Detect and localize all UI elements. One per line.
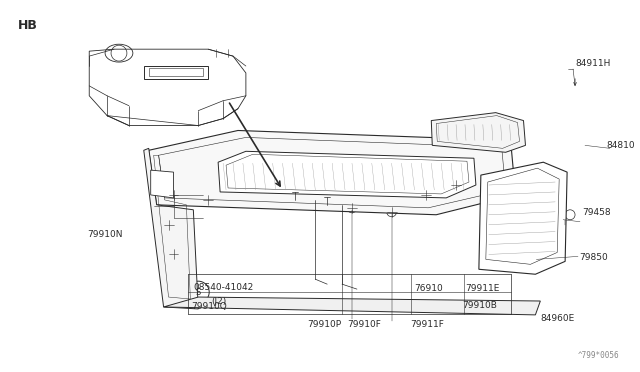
Circle shape (529, 265, 536, 273)
Text: 08540-41042: 08540-41042 (193, 283, 253, 292)
Text: 79910B: 79910B (462, 301, 497, 311)
Text: 84810: 84810 (607, 141, 636, 150)
Circle shape (168, 190, 179, 200)
Circle shape (347, 203, 357, 213)
Polygon shape (144, 148, 198, 309)
Text: 79911E: 79911E (465, 283, 499, 293)
Polygon shape (479, 162, 567, 274)
Text: 79458: 79458 (582, 208, 611, 217)
Text: ^799*0056: ^799*0056 (578, 352, 620, 360)
Text: (J2): (J2) (211, 296, 227, 305)
Polygon shape (431, 113, 525, 152)
Text: 79910Q: 79910Q (191, 302, 227, 311)
Circle shape (204, 195, 213, 205)
Circle shape (324, 201, 331, 208)
Circle shape (565, 210, 575, 220)
Circle shape (451, 180, 461, 190)
Text: 79910N: 79910N (87, 230, 123, 239)
Text: 79911F: 79911F (410, 320, 444, 329)
Circle shape (111, 45, 127, 61)
Polygon shape (218, 151, 476, 198)
Text: 79850: 79850 (579, 253, 608, 262)
Polygon shape (150, 170, 173, 198)
Polygon shape (164, 297, 540, 315)
Circle shape (292, 196, 299, 203)
Text: S: S (196, 288, 201, 296)
Circle shape (168, 250, 179, 259)
Text: 84911H: 84911H (575, 58, 611, 68)
Text: 76910: 76910 (415, 283, 443, 293)
Circle shape (531, 267, 534, 271)
Circle shape (421, 190, 431, 200)
Text: 79910P: 79910P (307, 320, 342, 329)
Text: HB: HB (18, 19, 38, 32)
Text: 79910F: 79910F (347, 320, 381, 329)
Circle shape (188, 281, 209, 303)
Text: 84960E: 84960E (540, 314, 575, 323)
Polygon shape (148, 131, 516, 215)
Circle shape (164, 220, 173, 230)
Circle shape (387, 207, 397, 217)
